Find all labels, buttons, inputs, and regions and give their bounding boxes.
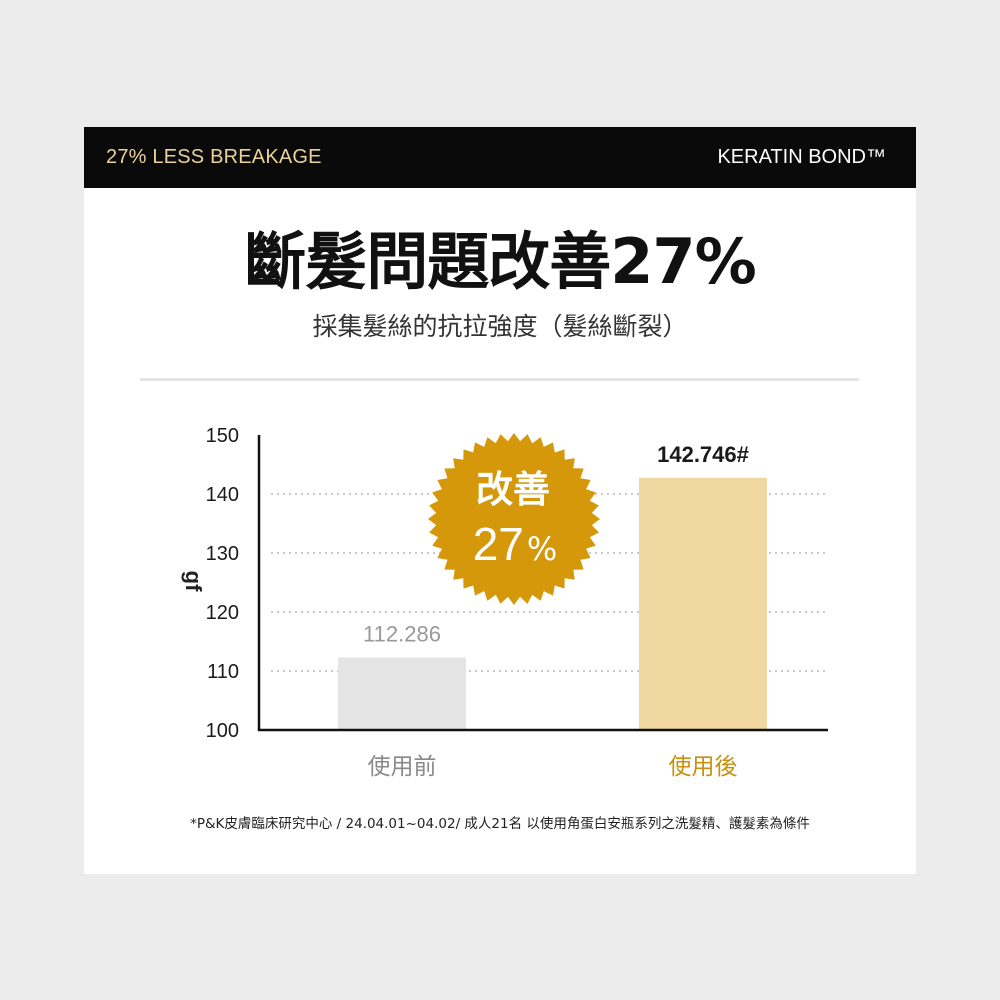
value-labels: 112.286 142.746# — [363, 442, 749, 647]
banner-left-label: 27% LESS BREAKAGE — [106, 146, 322, 168]
x-tick-label: 使用後 — [669, 754, 738, 780]
y-tick-label: 130 — [206, 543, 239, 565]
y-tick-labels: 100 110 120 130 140 150 — [206, 425, 239, 742]
footnote: *P&K皮膚臨床研究中心 / 24.04.01~04.02/ 成人21名 以使用… — [190, 816, 810, 832]
y-axis-label: gf — [181, 571, 206, 592]
y-tick-label: 110 — [207, 661, 239, 683]
badge-value: 27% — [473, 518, 558, 570]
improvement-badge: 改善 27% — [428, 433, 600, 605]
bars — [338, 477, 767, 730]
badge-label: 改善 — [476, 468, 550, 511]
y-tick-label: 120 — [206, 602, 239, 624]
bar — [338, 657, 466, 730]
y-tick-label: 140 — [206, 484, 239, 506]
x-tick-labels: 使用前 使用後 — [368, 754, 738, 780]
bar — [639, 477, 767, 730]
x-tick-label: 使用前 — [368, 754, 437, 780]
page-subtitle: 採集髮絲的抗拉強度（髮絲斷裂） — [312, 312, 688, 341]
starburst-badge-icon — [428, 433, 600, 605]
bar-value-label: 112.286 — [363, 622, 441, 647]
top-banner: 27% LESS BREAKAGE KERATIN BOND™ — [84, 127, 916, 188]
divider — [140, 378, 859, 381]
badge-number: 27 — [473, 518, 524, 570]
chart-card: 27% LESS BREAKAGE KERATIN BOND™ 斷髮問題改善27… — [84, 127, 916, 874]
page-title: 斷髮問題改善27% — [244, 225, 756, 298]
badge-unit: % — [527, 530, 557, 568]
y-tick-label: 100 — [206, 720, 239, 742]
banner-right-label: KERATIN BOND™ — [717, 146, 886, 168]
bar-value-label: 142.746# — [657, 442, 749, 467]
y-tick-label: 150 — [206, 425, 239, 447]
